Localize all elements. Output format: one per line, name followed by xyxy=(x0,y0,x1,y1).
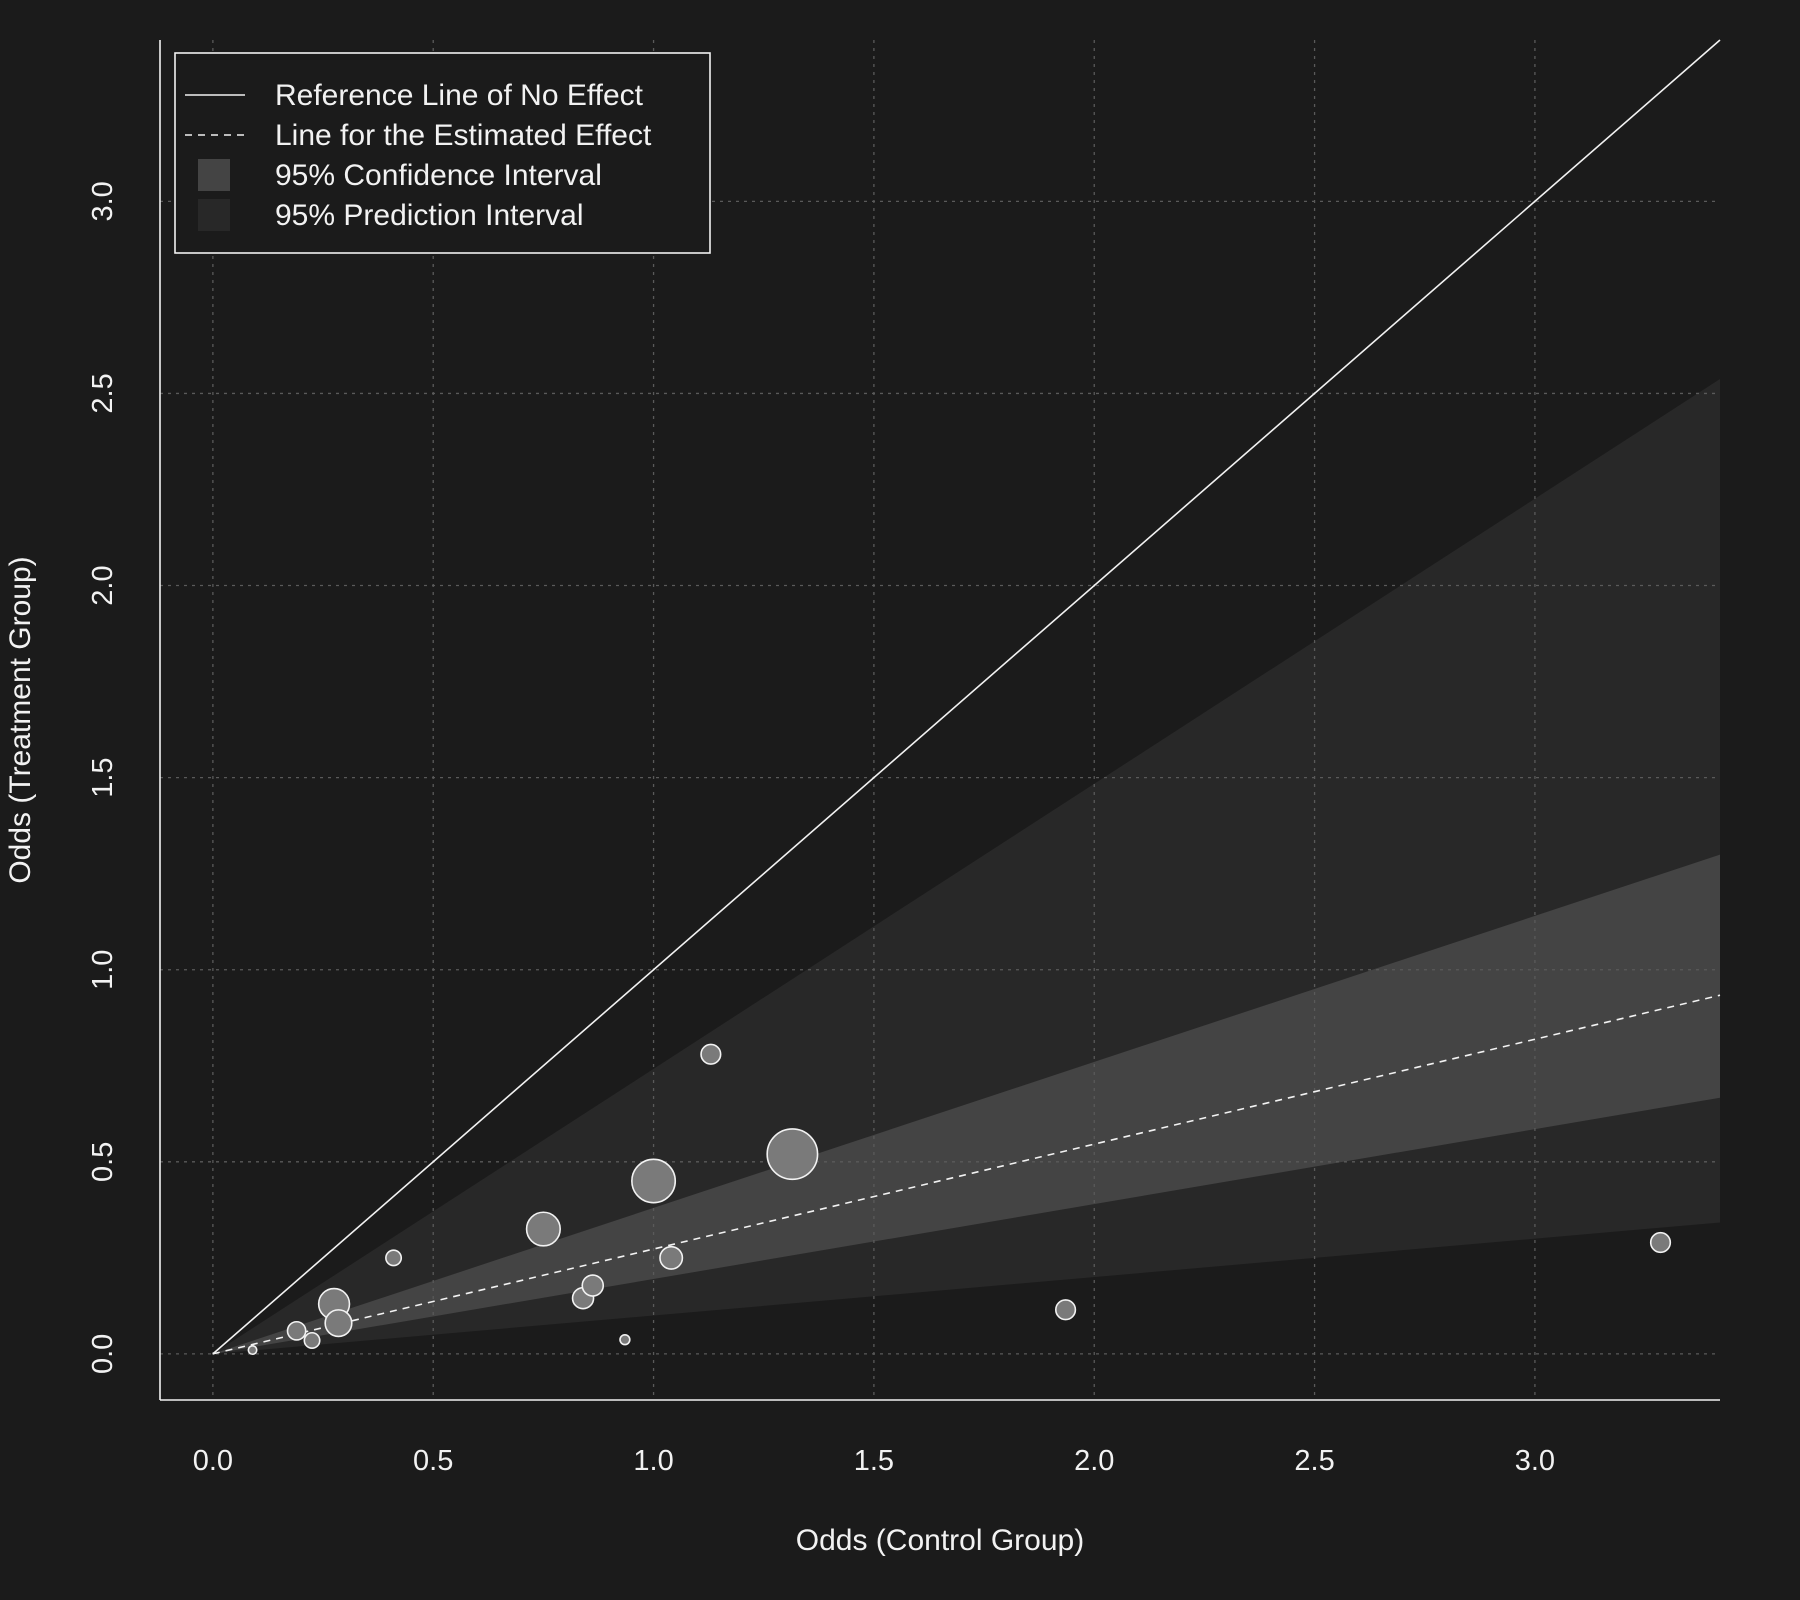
x-tick-label: 2.0 xyxy=(1074,1445,1114,1477)
interval-bands xyxy=(212,378,1721,1354)
y-tick-label: 2.0 xyxy=(87,565,119,605)
grid xyxy=(160,40,1720,1400)
y-tick-label: 1.0 xyxy=(87,950,119,990)
x-tick-label: 3.0 xyxy=(1515,1445,1555,1477)
legend-label: Reference Line of No Effect xyxy=(275,79,644,112)
x-tick-label: 1.0 xyxy=(633,1445,673,1477)
data-point xyxy=(700,1043,722,1065)
data-point xyxy=(303,1331,321,1349)
x-axis-label: Odds (Control Group) xyxy=(796,1524,1084,1557)
data-point xyxy=(324,1309,353,1338)
data-points xyxy=(247,1043,1672,1356)
effect-lines xyxy=(212,39,1721,1355)
axes: 0.0 0.5 1.0 1.5 2.0 2.5 3.0 0.0 0.5 1.0 1.5 2.0 2.5 3… xyxy=(87,40,1720,1477)
legend: Reference Line of No Effect Line for the … xyxy=(174,52,711,254)
data-point xyxy=(1649,1231,1672,1254)
legend-label: 95% Confidence Interval xyxy=(275,159,602,192)
data-point xyxy=(619,1333,631,1346)
data-point xyxy=(581,1274,605,1297)
data-point xyxy=(766,1128,819,1181)
x-tick-label: 1.5 xyxy=(854,1445,894,1477)
y-axis-label: Odds (Treatment Group) xyxy=(4,556,37,883)
estimated-effect-line xyxy=(212,994,1721,1355)
x-tick-label: 0.0 xyxy=(193,1445,233,1477)
y-tick-label: 1.5 xyxy=(87,757,119,797)
y-tick-label: 0.5 xyxy=(87,1142,119,1182)
data-point xyxy=(525,1211,561,1247)
y-tick-label: 3.0 xyxy=(87,181,119,221)
legend-swatch-icon xyxy=(198,199,230,231)
x-tick-label: 0.5 xyxy=(413,1445,453,1477)
legend-box xyxy=(174,52,711,254)
data-point xyxy=(286,1320,307,1341)
data-point xyxy=(659,1245,684,1270)
data-point xyxy=(1054,1299,1077,1321)
legend-label: Line for the Estimated Effect xyxy=(275,119,652,152)
x-tick-label: 2.5 xyxy=(1294,1445,1334,1477)
y-tick-label: 2.5 xyxy=(87,373,119,413)
legend-swatch-icon xyxy=(198,159,230,191)
data-point xyxy=(247,1345,258,1356)
data-point xyxy=(631,1158,677,1204)
legend-label: 95% Prediction Interval xyxy=(275,199,584,232)
data-point xyxy=(385,1249,403,1267)
y-tick-label: 0.0 xyxy=(87,1334,119,1374)
reference-line-no-effect xyxy=(212,39,1721,1355)
confidence-interval-band xyxy=(212,854,1721,1354)
